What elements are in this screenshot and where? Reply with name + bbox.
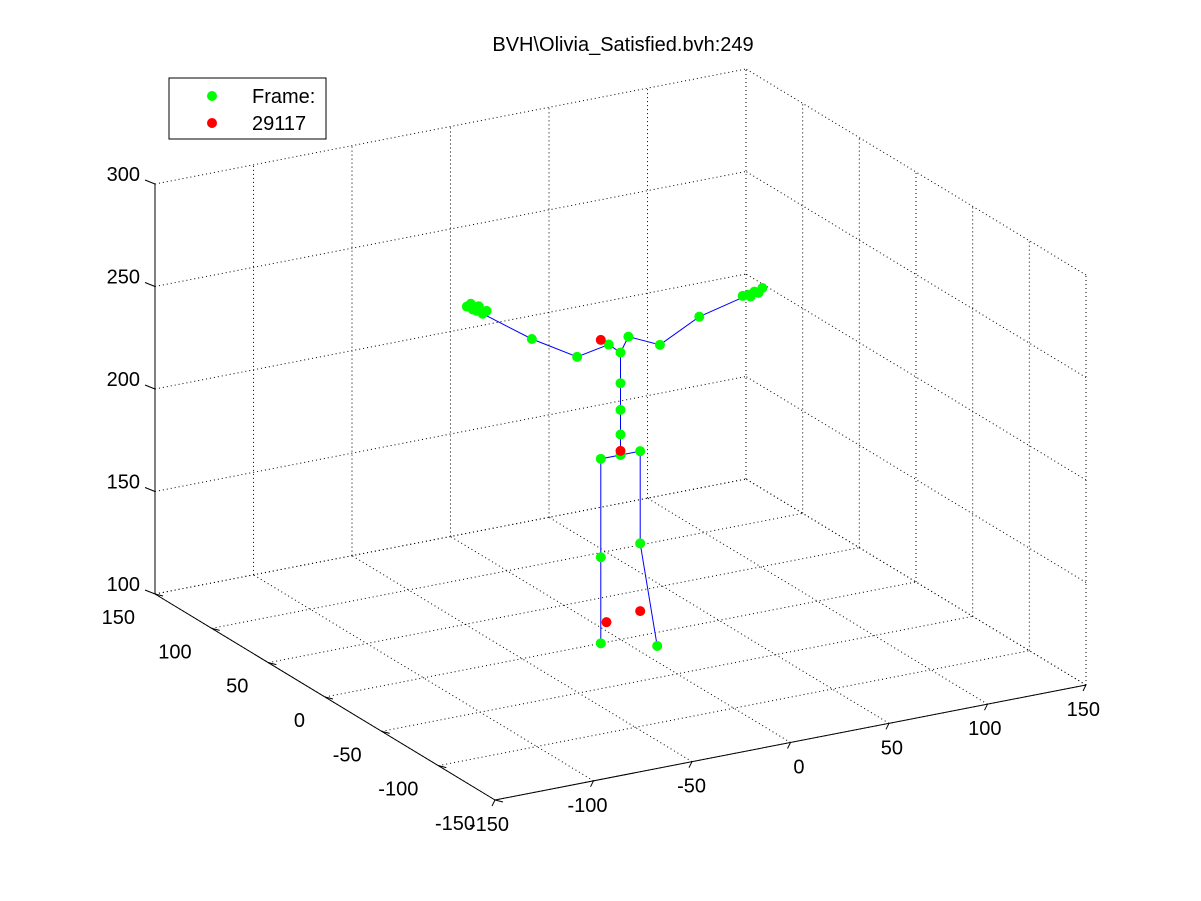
joint-markers xyxy=(461,283,768,651)
grid-line xyxy=(154,273,747,390)
y-tick-label: 50 xyxy=(226,676,248,698)
legend-marker-frame xyxy=(207,91,217,101)
grid-line xyxy=(154,68,747,185)
y-tick-label: 0 xyxy=(294,710,305,732)
highlight-joint-point xyxy=(615,445,626,456)
joint-point xyxy=(595,453,606,464)
y-tick-label: -150 xyxy=(435,813,475,835)
y-tick-mark xyxy=(381,730,390,734)
grid-line xyxy=(268,547,860,664)
tick-labels: -150 -100 -50 0 50 100 150 -150 -100 -50 0 50 100 150… xyxy=(102,164,1100,836)
joint-point xyxy=(745,291,756,302)
grid-line xyxy=(381,615,973,732)
joint-point xyxy=(615,347,626,358)
grid-line xyxy=(154,171,747,287)
joint-point xyxy=(635,446,646,457)
grid-line xyxy=(324,581,917,698)
z-tick-label: 250 xyxy=(107,267,140,289)
x-tick-mark xyxy=(885,723,890,730)
z-tick-mark xyxy=(144,282,156,287)
z-tick-label: 300 xyxy=(107,164,140,186)
z-tick-label: 100 xyxy=(107,574,140,596)
x-tick-label: -100 xyxy=(567,795,607,817)
y-tick-mark xyxy=(494,799,504,803)
y-tick-label: 100 xyxy=(158,641,191,663)
grid-line xyxy=(154,376,747,492)
joint-point xyxy=(465,298,476,309)
highlight-joint-point xyxy=(601,617,612,628)
x-tick-mark xyxy=(590,780,594,788)
y-tick-mark xyxy=(268,662,277,666)
joint-point xyxy=(471,305,482,316)
legend-label-number: 29117 xyxy=(252,113,306,135)
joint-point xyxy=(635,538,646,549)
grid-line xyxy=(438,650,1030,767)
y-tick-mark xyxy=(324,696,334,700)
highlight-joint-point xyxy=(595,334,606,345)
joint-point xyxy=(595,552,606,563)
grid-line xyxy=(154,478,747,595)
z-tick-label: 150 xyxy=(107,472,140,494)
z-tick-label: 200 xyxy=(107,369,140,391)
joint-point xyxy=(615,429,626,440)
x-tick-label: -50 xyxy=(677,776,706,798)
x-tick-mark xyxy=(688,761,693,768)
joint-point xyxy=(652,640,663,651)
legend-label-frame: Frame: xyxy=(252,86,315,108)
x-tick-label: 50 xyxy=(881,737,903,759)
y-tick-label: 150 xyxy=(102,607,135,629)
y-tick-label: -50 xyxy=(333,744,362,766)
joint-point xyxy=(481,305,492,316)
y-tick-mark xyxy=(211,627,220,631)
legend-box xyxy=(168,77,327,140)
x-tick-mark xyxy=(787,742,791,749)
y-tick-mark xyxy=(154,593,164,597)
axis-lines xyxy=(144,179,1087,807)
z-tick-mark xyxy=(144,487,156,492)
z-tick-mark xyxy=(144,384,156,390)
x-tick-mark xyxy=(1082,684,1087,692)
highlight-joint-point xyxy=(635,606,646,617)
x-tick-mark xyxy=(984,703,988,711)
x-tick-label: 0 xyxy=(793,757,804,779)
joint-point xyxy=(654,339,665,350)
x-tick-label: -150 xyxy=(469,814,509,836)
joint-point xyxy=(623,331,634,342)
x-tick-label: 100 xyxy=(968,718,1001,740)
joint-point xyxy=(595,638,606,649)
y-tick-label: -100 xyxy=(378,779,418,801)
chart-title: BVH\Olivia_Satisfied.bvh:249 xyxy=(492,34,753,56)
joint-point xyxy=(737,290,748,301)
joint-point xyxy=(694,311,705,322)
y-tick-mark xyxy=(438,765,447,769)
joint-point xyxy=(615,404,626,415)
joint-point xyxy=(757,283,768,293)
grid-line xyxy=(211,512,803,629)
z-tick-mark xyxy=(144,179,156,185)
z-tick-mark xyxy=(144,589,156,595)
legend: Frame: 29117 xyxy=(168,77,327,140)
joint-point xyxy=(603,339,614,350)
joint-point xyxy=(572,351,583,362)
legend-marker-number xyxy=(207,118,217,128)
x-tick-mark xyxy=(491,799,496,807)
joint-point xyxy=(526,334,537,344)
x-tick-label: 150 xyxy=(1067,699,1100,721)
joint-point xyxy=(615,378,626,389)
